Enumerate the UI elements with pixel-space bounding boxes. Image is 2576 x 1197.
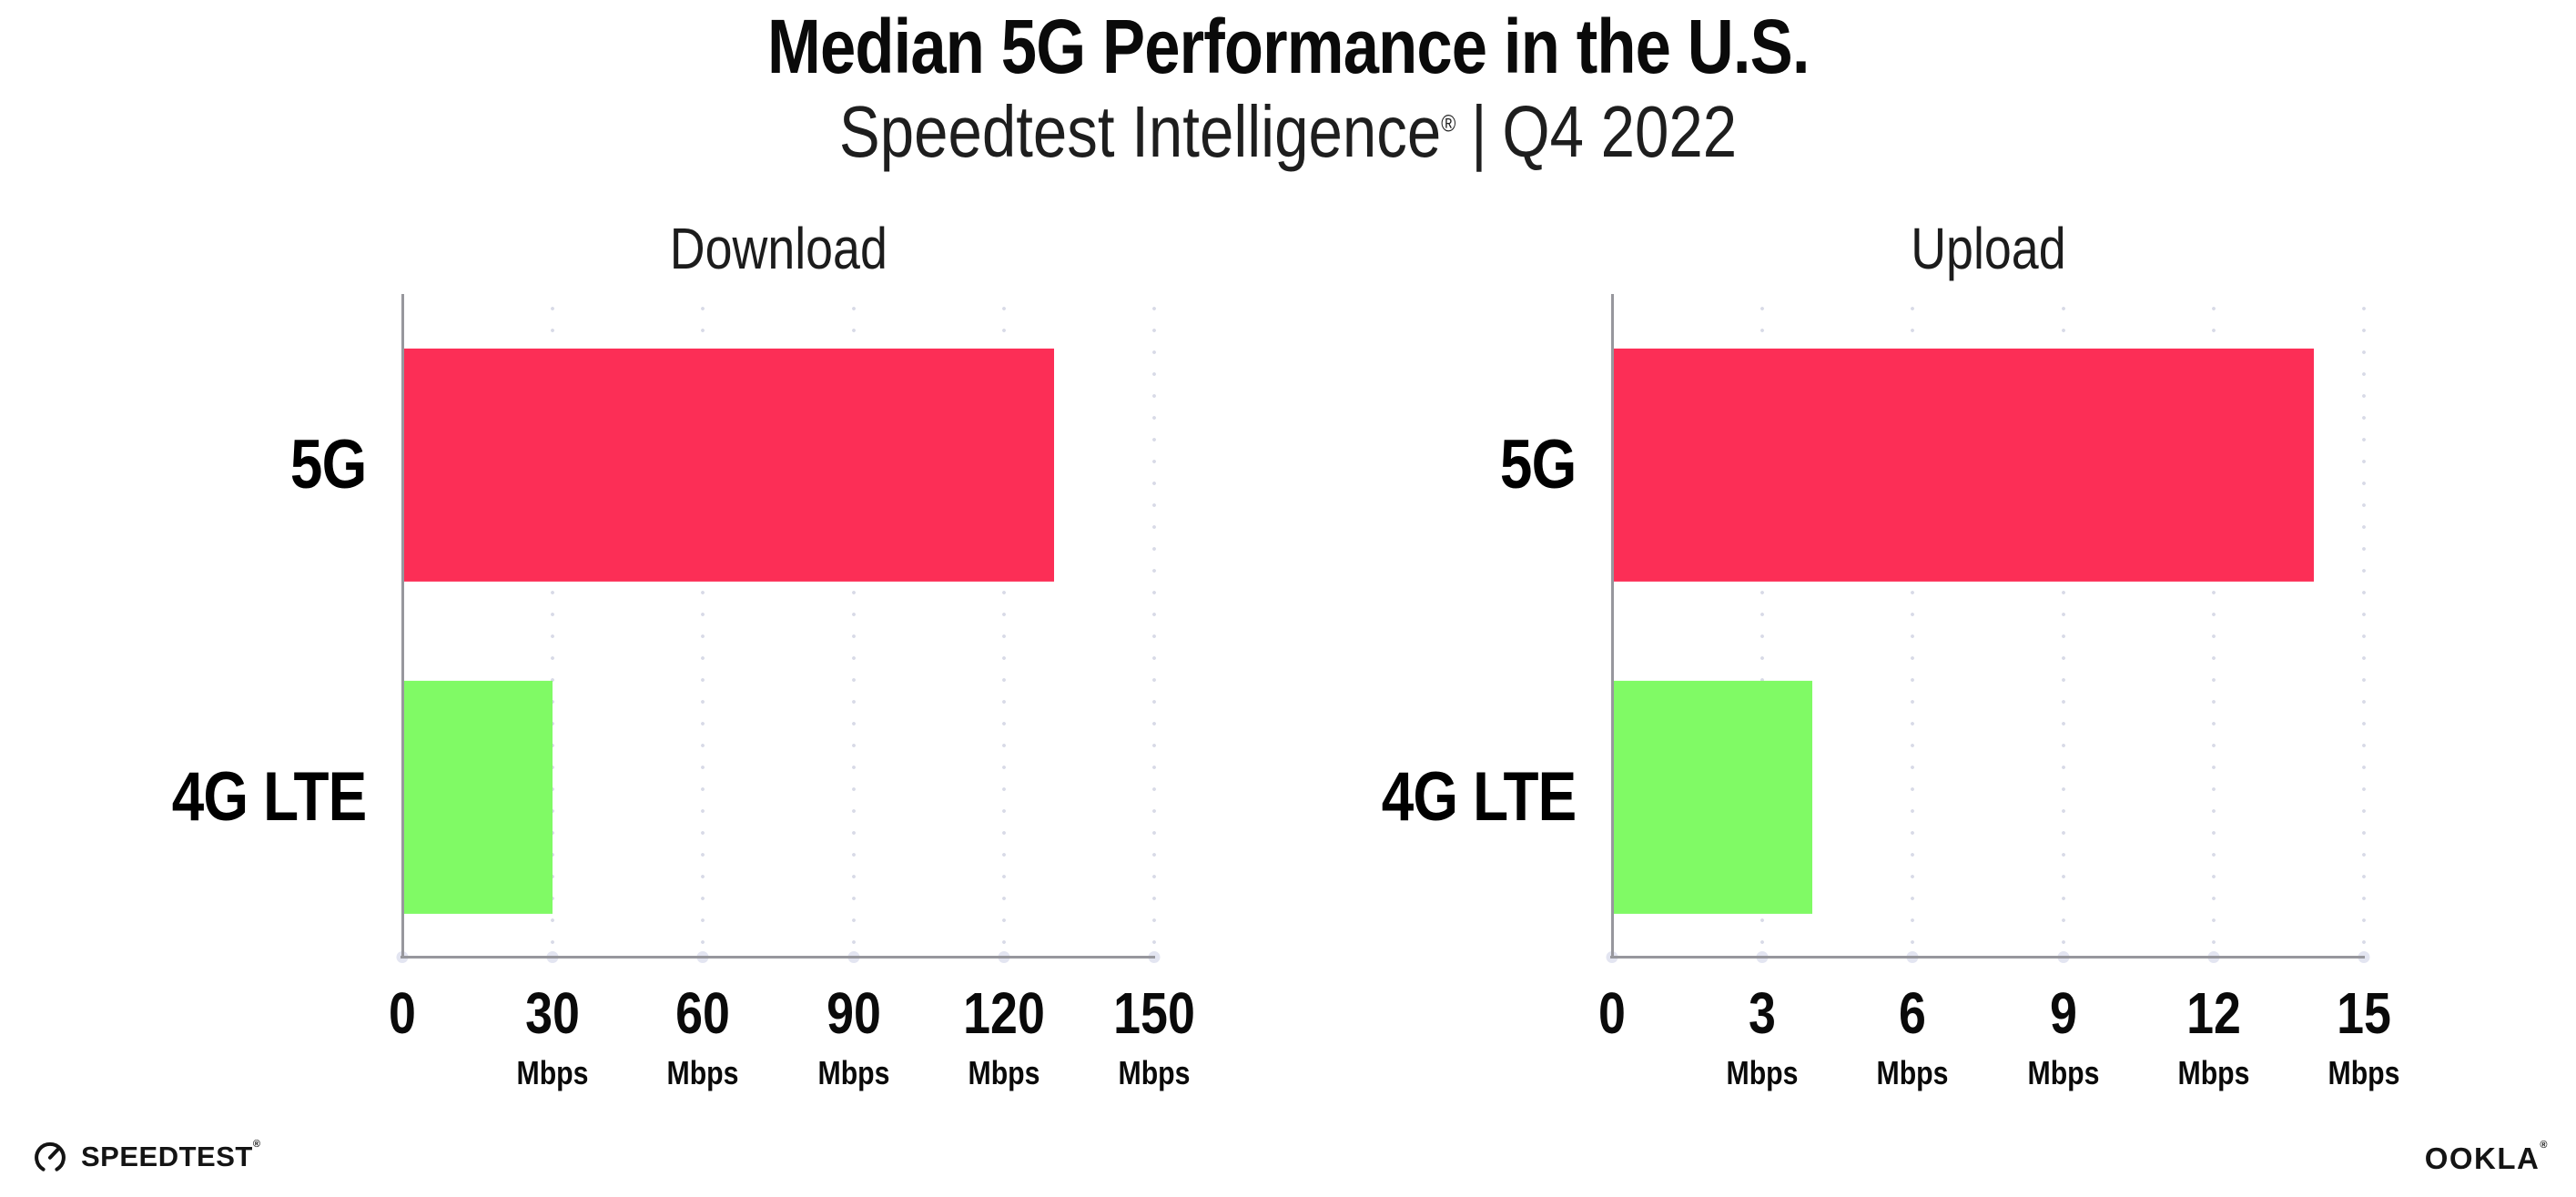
category-label-4g-lte: 4G LTE [1381, 757, 1577, 836]
tick-unit: Mbps [968, 1054, 1040, 1091]
tick-unit: Mbps [666, 1054, 739, 1091]
tick-value: 6 [1899, 980, 1927, 1046]
tick-value: 12 [2186, 980, 2241, 1046]
gridline-6 [1911, 298, 1915, 959]
tick-unit: Mbps [2328, 1054, 2400, 1091]
tick-label-90: 90 Mbps [811, 984, 897, 1090]
y-axis-line [1611, 294, 1614, 959]
page-title: Median 5G Performance in the U.S. [0, 4, 2576, 89]
gridline-15 [2362, 298, 2366, 959]
bar-4g-lte [1612, 680, 1813, 915]
bar-5g [402, 348, 1054, 583]
category-label-5g: 5G [1499, 425, 1577, 503]
speedtest-gauge-icon [31, 1137, 69, 1175]
tick-value: 150 [1113, 980, 1195, 1046]
speedtest-wordmark: SPEEDTEST® [81, 1138, 261, 1172]
upload-x-axis-labels: 0 3 Mbps 6 Mbps 9 Mbps 12 Mbps 15 Mbps [1598, 984, 2399, 1139]
speedtest-trademark: ® [252, 1138, 261, 1150]
subtitle-period: Q4 2022 [1502, 91, 1738, 172]
tick-label-30: 30 Mbps [510, 984, 595, 1090]
tick-value: 9 [2049, 980, 2077, 1046]
tick-value: 0 [1598, 980, 1626, 1046]
download-x-axis-labels: 0 30 Mbps 60 Mbps 90 Mbps 120 Mbps 150 Mbps [389, 984, 1195, 1139]
gridline-60 [701, 298, 705, 959]
tick-unit: Mbps [516, 1054, 589, 1091]
tick-label-3: 3 Mbps [1719, 984, 1805, 1090]
chart-title-download: Download [669, 216, 887, 281]
tick-unit: Mbps [2177, 1054, 2250, 1091]
tick-value: 90 [826, 980, 881, 1046]
chart-title-upload: Upload [1910, 216, 2066, 281]
page-subtitle-text: Speedtest Intelligence® | Q4 2022 [839, 91, 1737, 173]
speedtest-logo: SPEEDTEST® [31, 1137, 260, 1175]
download-plot-area: 5G 4G LTE [171, 294, 1161, 963]
tick-unit: Mbps [817, 1054, 890, 1091]
registered-mark: ® [1441, 109, 1456, 137]
tick-unit: Mbps [1726, 1054, 1799, 1091]
tick-label-120: 120 Mbps [955, 984, 1052, 1090]
tick-label-150: 150 Mbps [1106, 984, 1203, 1090]
gridline-150 [1152, 298, 1156, 959]
y-axis-line [401, 294, 404, 959]
tick-label-60: 60 Mbps [660, 984, 745, 1090]
tick-value: 3 [1749, 980, 1777, 1046]
page-subtitle: Speedtest Intelligence® | Q4 2022 [0, 91, 2576, 173]
gridline-3 [1760, 298, 1765, 959]
tick-label-12: 12 Mbps [2171, 984, 2257, 1090]
x-axis-line [1610, 956, 2365, 959]
tick-unit: Mbps [2027, 1054, 2100, 1091]
tick-value: 30 [525, 980, 581, 1046]
bar-row-4g-lte: 4G LTE [171, 626, 1154, 959]
bar-5g [1612, 348, 2314, 583]
ookla-logo: OOKLA® [2424, 1140, 2549, 1175]
ookla-wordmark: OOKLA [2424, 1141, 2541, 1175]
tick-value: 60 [675, 980, 731, 1046]
gridline-9 [2061, 298, 2065, 959]
category-label-4g-lte: 4G LTE [171, 757, 367, 836]
bar-row-4g-lte: 4G LTE [1381, 626, 2364, 959]
gridline-30 [551, 298, 555, 959]
tick-value: 0 [389, 980, 416, 1046]
subtitle-separator: | [1471, 91, 1487, 172]
bar-row-5g: 5G [1500, 294, 2364, 626]
upload-plot-area: 5G 4G LTE [1381, 294, 2370, 963]
gridline-120 [1001, 298, 1006, 959]
gridline-90 [851, 298, 856, 959]
bar-row-5g: 5G [290, 294, 1154, 626]
page-title-text: Median 5G Performance in the U.S. [766, 4, 1810, 89]
tick-value: 120 [962, 980, 1045, 1046]
tick-label-9: 9 Mbps [2021, 984, 2106, 1090]
tick-unit: Mbps [1118, 1054, 1191, 1091]
tick-value: 15 [2337, 980, 2391, 1046]
tick-unit: Mbps [1876, 1054, 1949, 1091]
bar-4g-lte [402, 680, 553, 915]
category-label-5g: 5G [289, 425, 367, 503]
tick-label-0: 0 [386, 984, 419, 1042]
tick-label-0: 0 [1596, 984, 1628, 1042]
subtitle-brand: Speedtest Intelligence [838, 91, 1442, 172]
tick-label-15: 15 Mbps [2321, 984, 2407, 1090]
x-axis-line [401, 956, 1155, 959]
gridline-12 [2211, 298, 2216, 959]
tick-label-6: 6 Mbps [1870, 984, 1955, 1090]
ookla-trademark: ® [2540, 1140, 2549, 1151]
